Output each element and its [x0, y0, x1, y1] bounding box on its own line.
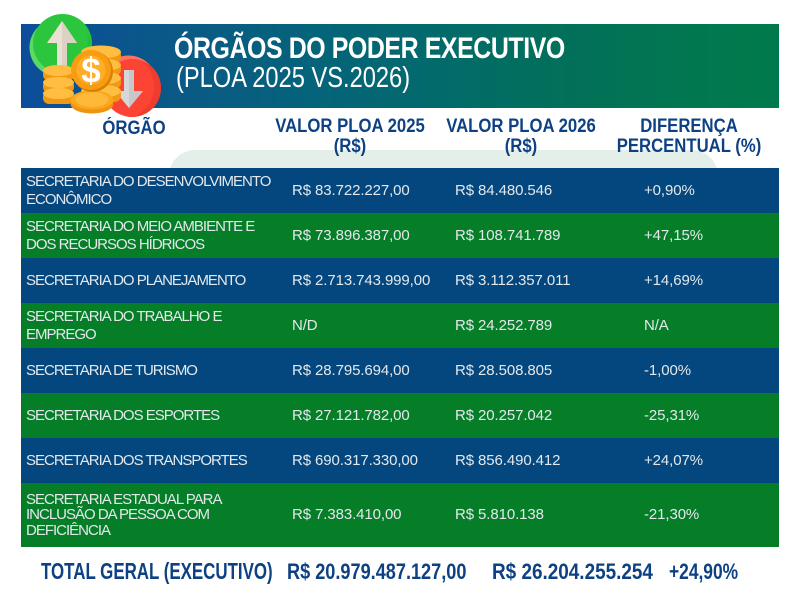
svg-text:$: $ [81, 52, 100, 91]
